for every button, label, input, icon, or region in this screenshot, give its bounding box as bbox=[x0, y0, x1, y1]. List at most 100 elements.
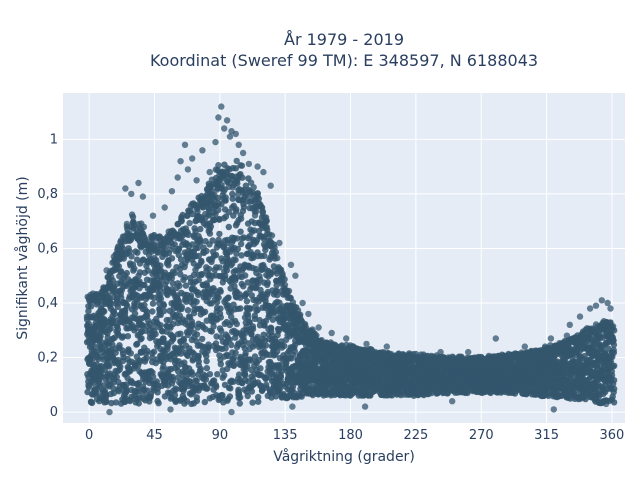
data-point bbox=[204, 385, 211, 392]
data-point bbox=[193, 298, 200, 305]
data-point bbox=[255, 393, 262, 401]
data-point bbox=[237, 228, 244, 235]
data-point bbox=[236, 400, 243, 407]
data-point bbox=[222, 197, 229, 204]
data-point bbox=[194, 244, 202, 251]
data-point bbox=[169, 320, 177, 328]
data-point bbox=[235, 386, 242, 393]
data-point bbox=[232, 208, 240, 215]
data-point bbox=[241, 292, 249, 300]
data-point bbox=[115, 356, 122, 364]
data-point bbox=[203, 353, 210, 360]
data-point bbox=[205, 341, 212, 348]
data-point bbox=[149, 308, 156, 315]
data-point bbox=[168, 255, 176, 262]
data-point bbox=[206, 230, 214, 237]
data-point bbox=[240, 204, 248, 211]
data-point bbox=[131, 310, 139, 317]
data-point bbox=[144, 347, 151, 355]
data-point bbox=[108, 399, 115, 407]
data-point bbox=[203, 365, 211, 372]
data-point bbox=[244, 392, 251, 400]
data-point bbox=[159, 365, 166, 373]
data-point bbox=[146, 398, 153, 405]
data-point bbox=[241, 345, 248, 352]
data-point bbox=[208, 328, 215, 335]
data-point bbox=[116, 342, 123, 349]
data-point bbox=[225, 209, 232, 216]
data-point bbox=[184, 307, 192, 314]
data-point bbox=[254, 306, 261, 314]
data-point bbox=[190, 271, 198, 279]
data-point bbox=[112, 399, 120, 406]
data-point bbox=[106, 299, 113, 306]
data-point bbox=[172, 386, 179, 394]
data-point bbox=[85, 308, 92, 315]
data-point bbox=[139, 321, 146, 329]
data-point bbox=[275, 326, 282, 333]
data-point bbox=[228, 341, 235, 349]
data-point bbox=[117, 268, 125, 275]
data-point bbox=[111, 310, 118, 318]
data-point bbox=[97, 333, 104, 340]
data-point bbox=[157, 322, 164, 329]
data-point bbox=[149, 369, 156, 376]
data-point bbox=[206, 371, 214, 378]
data-point bbox=[226, 393, 234, 400]
data-point bbox=[143, 354, 150, 362]
data-point bbox=[197, 365, 204, 373]
data-point bbox=[117, 363, 124, 370]
data-point bbox=[274, 348, 281, 355]
data-point bbox=[136, 269, 144, 276]
data-point bbox=[195, 353, 202, 360]
data-point bbox=[157, 262, 164, 269]
data-point bbox=[217, 286, 224, 294]
data-point bbox=[197, 239, 204, 246]
data-point bbox=[216, 325, 224, 332]
data-point bbox=[237, 215, 245, 222]
data-point bbox=[124, 302, 131, 310]
data-point bbox=[195, 252, 202, 260]
data-point bbox=[105, 377, 113, 385]
data-point bbox=[175, 368, 182, 375]
data-point bbox=[177, 256, 185, 263]
data-point bbox=[198, 257, 205, 265]
data-point bbox=[136, 358, 143, 365]
data-point bbox=[106, 363, 113, 370]
data-point bbox=[119, 350, 127, 357]
data-point bbox=[111, 285, 118, 292]
data-point bbox=[151, 327, 158, 335]
data-point bbox=[205, 265, 213, 273]
data-point bbox=[160, 307, 168, 315]
data-point bbox=[203, 247, 210, 255]
data-point bbox=[243, 298, 251, 305]
data-point bbox=[149, 300, 157, 307]
data-point bbox=[240, 283, 247, 290]
data-point bbox=[230, 362, 237, 369]
data-point bbox=[236, 291, 243, 298]
data-point bbox=[202, 376, 210, 383]
data-point bbox=[209, 237, 216, 244]
data-point bbox=[181, 263, 188, 271]
data-point bbox=[181, 274, 189, 281]
data-point bbox=[131, 265, 138, 272]
data-point bbox=[103, 398, 110, 405]
data-point bbox=[198, 270, 205, 278]
data-point bbox=[249, 399, 256, 406]
data-point bbox=[247, 357, 254, 364]
data-point bbox=[214, 371, 221, 378]
data-point bbox=[126, 248, 133, 255]
data-point bbox=[189, 321, 196, 328]
data-point bbox=[234, 245, 241, 253]
data-point bbox=[210, 323, 217, 330]
data-point bbox=[193, 397, 201, 405]
data-point bbox=[169, 280, 177, 287]
data-point bbox=[207, 223, 215, 230]
data-point bbox=[229, 195, 236, 202]
data-point bbox=[184, 331, 192, 339]
data-point bbox=[218, 201, 225, 208]
data-point bbox=[281, 342, 288, 349]
data-point bbox=[218, 392, 225, 399]
data-point bbox=[222, 345, 229, 352]
